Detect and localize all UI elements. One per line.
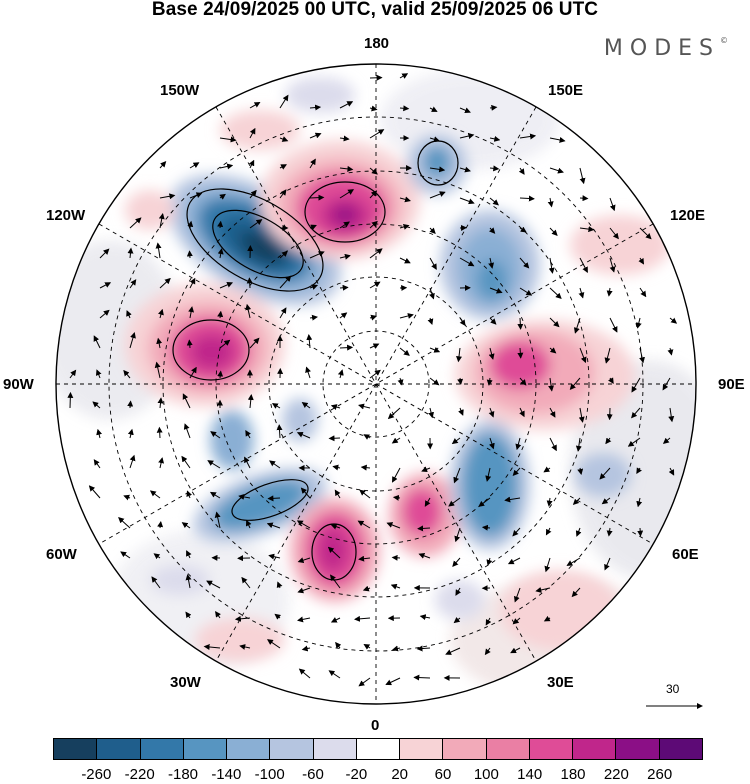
colorbar-tick-label: -180 [168,766,198,783]
label-30e: 30E [547,674,574,691]
colorbar-tick-label: 100 [474,766,499,783]
wind-vector [640,528,641,536]
wind-vector [520,318,521,329]
colorbar-segment [357,739,400,759]
colorbar-segment [487,739,530,759]
label-60e: 60E [672,546,699,563]
colorbar-tick-label: 20 [391,766,408,783]
label-60w: 60W [46,546,77,563]
colorbar-segment [141,739,184,759]
colorbar-tick-label: 180 [560,766,585,783]
colorbar [53,738,703,760]
label-180: 180 [364,35,389,52]
colorbar-segment [227,739,270,759]
label-90e: 90E [718,376,745,393]
label-90w: 90W [3,376,34,393]
colorbar-tick-label: 220 [604,766,629,783]
colorbar-segment [270,739,313,759]
colorbar-tick-label: 60 [435,766,452,783]
wind-vector [190,251,191,258]
label-120w: 120W [46,207,85,224]
wind-vector [268,498,280,499]
colorbar-tick-label: -20 [345,766,367,783]
colorbar-segment [97,739,140,759]
wind-vector [130,401,131,408]
colorbar-segment [616,739,659,759]
wind-vector [520,348,521,358]
label-150e: 150E [548,82,583,99]
colorbar-tick-label: 260 [647,766,672,783]
wind-vector [70,393,71,408]
colorbar-segment [314,739,357,759]
colorbar-segment [573,739,616,759]
colorbar-segment [530,739,573,759]
wind-vector [189,340,190,348]
colorbar-tick-label: 140 [517,766,542,783]
colorbar-segment [443,739,486,759]
colorbar-segment [54,739,97,759]
colorbar-tick-label: -260 [81,766,111,783]
colorbar-segment [400,739,443,759]
wind-vector [330,438,341,439]
wind-vector [159,428,160,438]
wind-vector [340,347,352,348]
wind-vector [394,497,400,498]
colorbar-tick-label: -140 [211,766,241,783]
vector-scale: 30 [646,682,706,712]
wind-vector [220,372,221,379]
wind-vector [220,222,221,228]
wind-vector [580,198,588,199]
wind-vector [310,197,323,198]
wind-vector [340,287,348,288]
wind-vector [249,278,250,288]
wind-vector [400,108,408,109]
wind-vector [414,677,430,678]
wind-vector [418,528,430,529]
label-150w: 150W [160,82,199,99]
colorbar-tick-label: -100 [255,766,285,783]
label-120e: 120E [670,207,705,224]
colorbar-tick-label: -60 [302,766,324,783]
colorbar-segment [660,739,702,759]
label-30w: 30W [170,674,201,691]
colorbar-tick-label: -220 [125,766,155,783]
colorbar-segment [184,739,227,759]
label-0: 0 [371,717,379,734]
wind-vector [393,557,400,558]
colorbar-ticks: -260 -220 -180 -140 -100 -60 -20 20 60 100 140 180 2… [0,766,750,784]
vector-scale-label: 30 [666,682,679,696]
